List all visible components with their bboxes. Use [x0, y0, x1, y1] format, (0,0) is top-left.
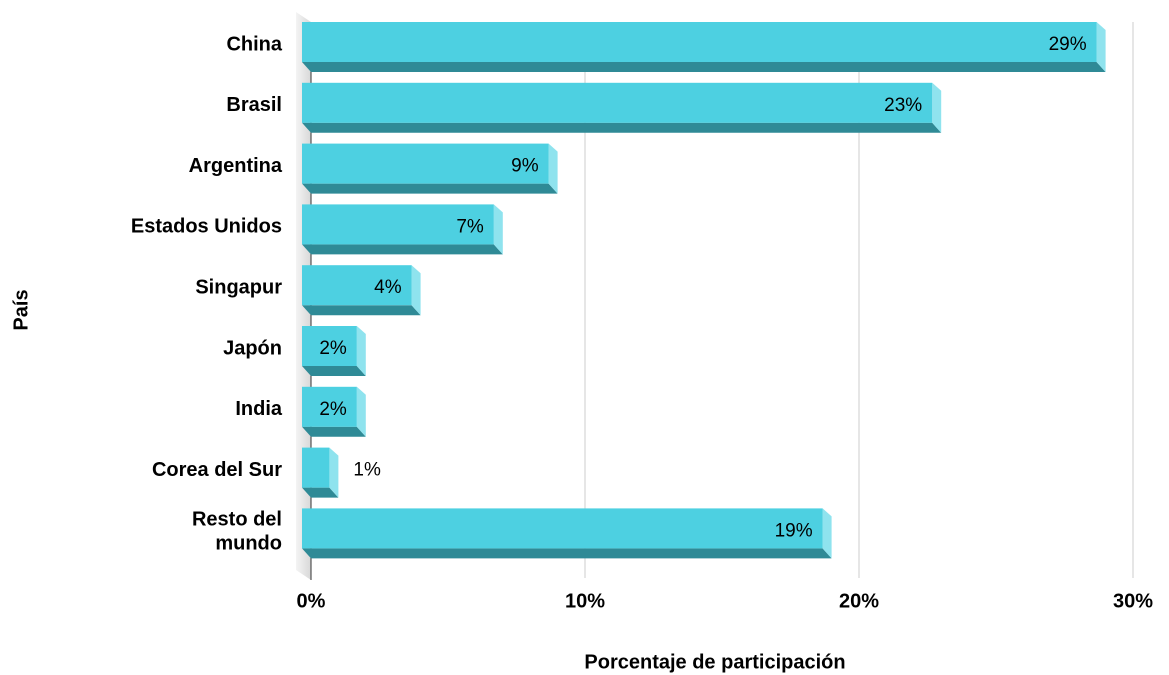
- bar: [302, 143, 558, 194]
- bar-bottom: [302, 366, 366, 376]
- value-label: 19%: [775, 520, 813, 541]
- bar-side: [356, 326, 366, 376]
- bar-front: [302, 265, 412, 306]
- label-line: Resto del: [192, 509, 282, 531]
- bar: [302, 204, 503, 255]
- bar-side: [329, 447, 339, 498]
- y-tick-label: China: [226, 33, 282, 55]
- y-tick-label: Argentina: [189, 155, 283, 177]
- bar-side: [356, 386, 366, 437]
- bar-side: [1096, 22, 1106, 72]
- bar-front: [302, 326, 357, 366]
- bar-front: [302, 447, 330, 488]
- y-axis-title: País: [10, 289, 32, 330]
- label-line: mundo: [215, 533, 282, 555]
- bar: [302, 82, 942, 133]
- bar: [302, 508, 832, 559]
- value-label: 4%: [374, 277, 402, 298]
- bar-bottom: [302, 122, 942, 133]
- y-tick-label: Corea del Sur: [152, 459, 282, 481]
- bar-bottom: [302, 426, 366, 437]
- value-label: 2%: [319, 338, 347, 359]
- bar-side: [548, 143, 558, 194]
- y-tick-label: Singapur: [195, 276, 282, 298]
- bar: [302, 265, 421, 316]
- x-tick-label: 0%: [297, 590, 326, 612]
- bar-bottom: [302, 244, 503, 255]
- value-label: 7%: [456, 216, 484, 237]
- y-tick-label: Brasil: [226, 94, 282, 116]
- bar: [302, 447, 339, 498]
- y-tick-label: Estados Unidos: [131, 216, 282, 238]
- bar: [302, 326, 366, 376]
- bar-side: [932, 82, 942, 133]
- bar-side: [822, 508, 832, 559]
- bar-bottom: [302, 183, 558, 194]
- value-label: 9%: [511, 156, 539, 177]
- bar-bottom: [302, 487, 339, 498]
- bar-front: [302, 143, 549, 184]
- value-label: 2%: [319, 399, 347, 420]
- x-tick-label: 20%: [839, 590, 879, 612]
- y-tick-label: Japón: [223, 337, 282, 359]
- bar-front: [302, 204, 494, 245]
- value-label: 23%: [884, 95, 922, 116]
- bar-bottom: [302, 548, 832, 559]
- y-tick-label: Resto del mundo: [192, 509, 282, 555]
- bar: [302, 22, 1106, 72]
- value-label: 29%: [1049, 34, 1087, 55]
- bar-front: [302, 82, 933, 123]
- bar-bottom: [302, 62, 1106, 72]
- y-tick-label: India: [235, 398, 283, 420]
- bar-front: [302, 386, 357, 427]
- value-label: 1%: [353, 460, 381, 481]
- bar-bottom: [302, 305, 421, 316]
- bar: [302, 386, 366, 437]
- x-tick-label: 10%: [565, 590, 605, 612]
- bar-side: [493, 204, 503, 255]
- bar-front: [302, 508, 823, 549]
- x-axis-title: Porcentaje de participación: [584, 651, 845, 673]
- x-tick-label: 30%: [1113, 590, 1153, 612]
- bar-front: [302, 22, 1097, 62]
- bar-side: [411, 265, 421, 316]
